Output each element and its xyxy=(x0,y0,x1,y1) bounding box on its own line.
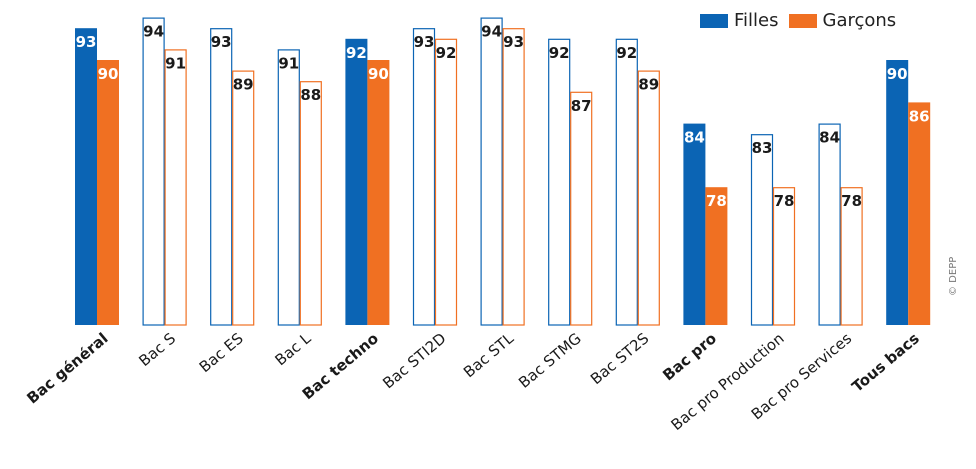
data-label-garcons-1: 91 xyxy=(165,54,186,72)
legend-label-garcons: Garçons xyxy=(822,10,897,31)
data-label-filles-8: 92 xyxy=(616,44,637,62)
legend-label-filles: Filles xyxy=(734,10,779,31)
data-label-filles-5: 93 xyxy=(414,33,435,51)
data-label-filles-3: 91 xyxy=(278,54,299,72)
x-tick-label-1: Bac S xyxy=(135,329,179,370)
bar-garcons-12 xyxy=(908,102,931,326)
data-label-garcons-10: 78 xyxy=(774,192,795,210)
bar-garcons-7 xyxy=(570,91,593,326)
legend-item-filles: Filles xyxy=(700,10,779,31)
bar-filles-0 xyxy=(75,28,97,325)
data-label-filles-9: 84 xyxy=(684,129,705,147)
data-label-garcons-11: 78 xyxy=(841,192,862,210)
bar-garcons-9 xyxy=(705,187,728,325)
legend-swatch-garcons xyxy=(788,13,817,28)
data-label-garcons-6: 93 xyxy=(503,33,524,51)
bar-garcons-4 xyxy=(367,60,390,325)
bar-garcons-5 xyxy=(434,38,458,326)
data-label-garcons-4: 90 xyxy=(368,65,389,83)
bar-filles-12 xyxy=(886,60,909,325)
data-label-filles-6: 94 xyxy=(481,23,502,41)
bar-garcons-0 xyxy=(97,60,119,325)
bar-filles-6 xyxy=(480,17,503,326)
data-label-garcons-2: 89 xyxy=(233,76,254,94)
x-tick-label-0: Bac général xyxy=(23,329,111,407)
data-label-filles-0: 93 xyxy=(76,33,97,51)
data-label-garcons-3: 88 xyxy=(300,86,321,104)
data-label-garcons-0: 90 xyxy=(98,65,119,83)
bar-garcons-2 xyxy=(232,70,255,326)
data-label-filles-4: 92 xyxy=(346,44,367,62)
bar-filles-9 xyxy=(683,123,706,325)
bar-filles-5 xyxy=(412,28,436,326)
bar-garcons-3 xyxy=(299,81,322,326)
x-tick-label-6: Bac STL xyxy=(460,329,518,381)
x-tick-label-3: Bac L xyxy=(272,329,315,369)
x-tick-label-8: Bac ST2S xyxy=(587,329,652,388)
x-tick-label-12: Tous bacs xyxy=(848,329,922,396)
bar-filles-7 xyxy=(548,38,571,326)
bar-filles-8 xyxy=(615,38,638,326)
bar-filles-10 xyxy=(750,134,774,326)
x-tick-label-10: Bac pro Production xyxy=(668,329,788,434)
data-label-garcons-8: 89 xyxy=(638,76,659,94)
data-label-garcons-5: 92 xyxy=(436,44,457,62)
x-tick-label-9: Bac pro xyxy=(659,329,720,384)
x-tick-label-5: Bac STI2D xyxy=(379,329,449,392)
bar-garcons-1 xyxy=(164,49,187,326)
x-tick-label-2: Bac ES xyxy=(196,329,247,376)
data-label-garcons-7: 87 xyxy=(571,97,592,115)
data-label-filles-12: 90 xyxy=(887,65,908,83)
legend-item-garcons: Garçons xyxy=(788,10,897,31)
data-label-filles-1: 94 xyxy=(143,23,164,41)
legend: Filles Garçons xyxy=(700,10,896,31)
bar-filles-1 xyxy=(142,17,165,326)
bar-filles-4 xyxy=(345,38,368,326)
bar-filles-11 xyxy=(818,123,841,326)
credit-text: © DEPP xyxy=(948,256,959,296)
data-label-garcons-12: 86 xyxy=(909,107,930,125)
x-tick-label-7: Bac STMG xyxy=(515,329,585,391)
data-label-filles-2: 93 xyxy=(211,33,232,51)
bar-filles-2 xyxy=(210,28,233,326)
data-label-filles-10: 83 xyxy=(752,139,773,157)
legend-swatch-filles xyxy=(700,13,728,28)
bar-garcons-6 xyxy=(502,28,525,326)
data-label-garcons-9: 78 xyxy=(706,192,727,210)
bar-garcons-11 xyxy=(840,187,863,326)
data-label-filles-11: 84 xyxy=(819,129,840,147)
bar-filles-3 xyxy=(277,49,300,326)
bar-garcons-10 xyxy=(772,187,796,326)
bar-garcons-8 xyxy=(637,70,660,326)
data-label-filles-7: 92 xyxy=(549,44,570,62)
